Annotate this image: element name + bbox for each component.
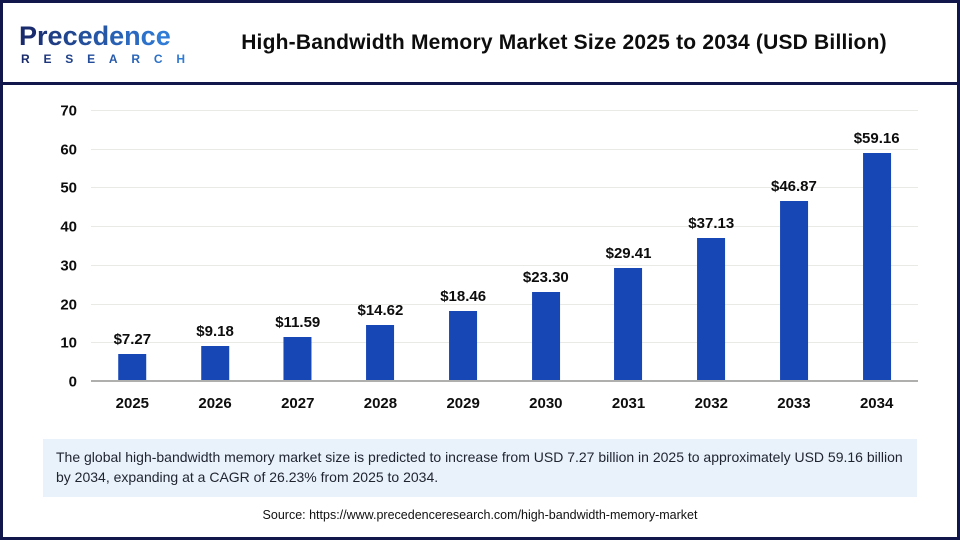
bar-value-label: $29.41 [605, 245, 652, 263]
x-axis-label: 2028 [363, 395, 398, 412]
gridline [91, 303, 918, 305]
bar-chart: 0 10 20 30 40 50 60 70 $7.27 2025 $9.18 2026 $11.59 2… [3, 85, 957, 437]
x-axis-label: 2031 [611, 395, 646, 412]
bar-2033 [779, 200, 808, 382]
logo-letter: c [140, 20, 156, 51]
y-axis-label: 40 [60, 218, 77, 236]
y-axis-label: 30 [60, 257, 77, 275]
x-axis-label: 2030 [529, 395, 563, 412]
bar-column: $11.59 [275, 314, 320, 382]
bar-column: $7.27 [113, 330, 152, 382]
bar-2028 [366, 325, 395, 382]
y-axis-label: 0 [68, 373, 77, 391]
summary-callout: The global high-bandwidth memory market … [43, 439, 917, 497]
bar-value-label: $23.30 [522, 268, 569, 286]
y-axis-label: 70 [60, 102, 77, 120]
bar-value-label: $18.46 [440, 287, 487, 305]
logo-letter: e [155, 20, 171, 51]
y-axis-label: 60 [60, 141, 77, 159]
bar-2034 [862, 152, 891, 382]
x-axis-label: 2034 [859, 395, 894, 412]
logo-letter: C [153, 51, 163, 66]
logo-letter: E [43, 51, 52, 66]
logo-letter: n [124, 20, 141, 51]
bar-2026 [201, 346, 230, 382]
logo-letter: S [65, 51, 74, 66]
x-axis-label: 2026 [198, 395, 232, 412]
bar-column: $23.30 [523, 269, 569, 382]
logo-letter: c [62, 20, 78, 51]
bar-value-label: $11.59 [275, 314, 321, 332]
x-axis-label: 2025 [115, 395, 150, 412]
logo-letter: P [19, 20, 38, 51]
bar-value-label: $46.87 [770, 177, 817, 195]
x-axis-line [91, 380, 918, 382]
bar-2032 [697, 238, 726, 382]
gridline [91, 148, 918, 150]
bar-column: $46.87 [771, 178, 817, 382]
bar-2030 [531, 291, 560, 382]
gridline [91, 342, 918, 344]
x-axis-label: 2029 [446, 395, 480, 412]
bar-column: $18.46 [440, 288, 486, 382]
logo-letter: e [109, 20, 125, 51]
bar-column: $29.41 [605, 245, 652, 382]
bar-column: $9.18 [196, 323, 234, 382]
bar-2031 [614, 268, 643, 382]
logo-letter: R [131, 51, 141, 66]
logo-letter: d [92, 20, 110, 51]
plot-area: 0 10 20 30 40 50 60 70 $7.27 2025 $9.18 2026 $11.59 2… [60, 103, 918, 412]
gridline [91, 264, 918, 266]
logo-letter: E [87, 51, 96, 66]
gridline [91, 187, 918, 189]
x-axis-label: 2032 [694, 395, 728, 412]
gridline [91, 110, 918, 111]
y-axis-label: 20 [60, 296, 77, 314]
bar-2029 [449, 310, 478, 382]
header-divider [3, 82, 957, 85]
logo-letter: H [176, 51, 185, 66]
logo-letter: A [108, 51, 118, 66]
bar-column: $59.16 [854, 130, 900, 382]
bar-2025 [118, 353, 147, 382]
logo-letter: e [77, 20, 93, 51]
logo-letter: r [37, 20, 48, 51]
logo-letter: R [21, 51, 30, 66]
bar-value-label: $7.27 [113, 330, 152, 348]
bar-column: $14.62 [357, 302, 403, 382]
bar-value-label: $37.13 [688, 215, 735, 233]
y-axis-label: 50 [60, 179, 77, 197]
bar-value-label: $14.62 [357, 302, 404, 320]
source-attribution: Source: https://www.precedenceresearch.c… [262, 507, 698, 522]
y-axis-label: 10 [60, 334, 77, 352]
x-axis-label: 2033 [777, 395, 811, 412]
bar-2027 [283, 337, 312, 382]
x-axis-label: 2027 [281, 395, 315, 412]
logo-brand-name: Precedence [19, 20, 187, 51]
bar-column: $37.13 [688, 215, 734, 382]
gridline [91, 226, 918, 228]
bar-value-label: $59.16 [853, 129, 900, 147]
page-title: High-Bandwidth Memory Market Size 2025 t… [241, 30, 887, 54]
bar-value-label: $9.18 [196, 323, 234, 341]
logo-letter: e [47, 20, 63, 51]
